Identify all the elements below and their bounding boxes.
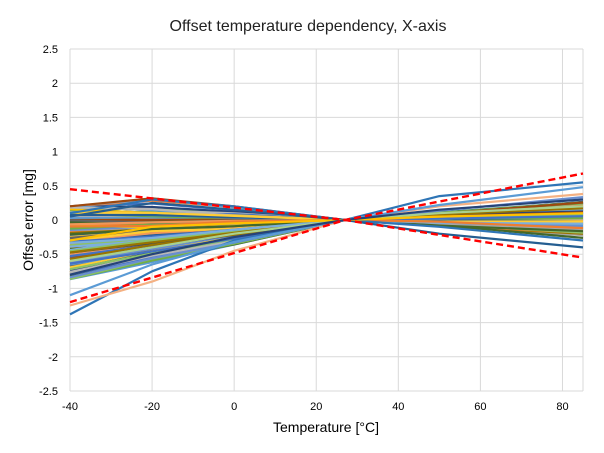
series-line — [69, 192, 584, 307]
limit-line — [69, 218, 584, 304]
y-tick-label: 0.5 — [43, 181, 58, 193]
series-line — [69, 211, 584, 223]
series-line — [69, 212, 584, 242]
series-line — [69, 186, 584, 297]
x-tick-label: 0 — [231, 401, 237, 413]
chart-limit-lines — [69, 172, 584, 304]
series-line — [69, 198, 584, 276]
chart-series-group — [69, 181, 584, 316]
x-tick-label: -20 — [144, 401, 160, 413]
y-axis-label: Offset error [mg] — [20, 169, 36, 271]
x-tick-label: 60 — [474, 401, 486, 413]
y-tick-label: 2 — [52, 78, 58, 90]
y-tick-label: 1 — [52, 147, 58, 159]
chart-title: Offset temperature dependency, X-axis — [170, 18, 447, 35]
x-axis-label: Temperature [°C] — [273, 419, 379, 435]
y-axis-ticks: -2.5 -2 -1.5 -1 -0.5 0 0.5 1 1.5 2 2.5 — [39, 44, 58, 398]
series-line — [69, 205, 584, 263]
y-tick-label: -2.5 — [39, 386, 58, 398]
y-tick-label: -0.5 — [39, 249, 58, 261]
y-tick-label: -2 — [48, 352, 58, 364]
x-axis-ticks: -40 -20 0 20 40 60 80 — [62, 401, 569, 413]
y-tick-label: 0 — [52, 215, 58, 227]
x-tick-label: -40 — [62, 401, 78, 413]
y-tick-label: 2.5 — [43, 44, 58, 56]
y-tick-label: 1.5 — [43, 112, 58, 124]
x-tick-label: 80 — [556, 401, 568, 413]
y-tick-label: -1 — [48, 283, 58, 295]
x-tick-label: 20 — [310, 401, 322, 413]
x-tick-label: 40 — [392, 401, 404, 413]
y-tick-label: -1.5 — [39, 318, 58, 330]
